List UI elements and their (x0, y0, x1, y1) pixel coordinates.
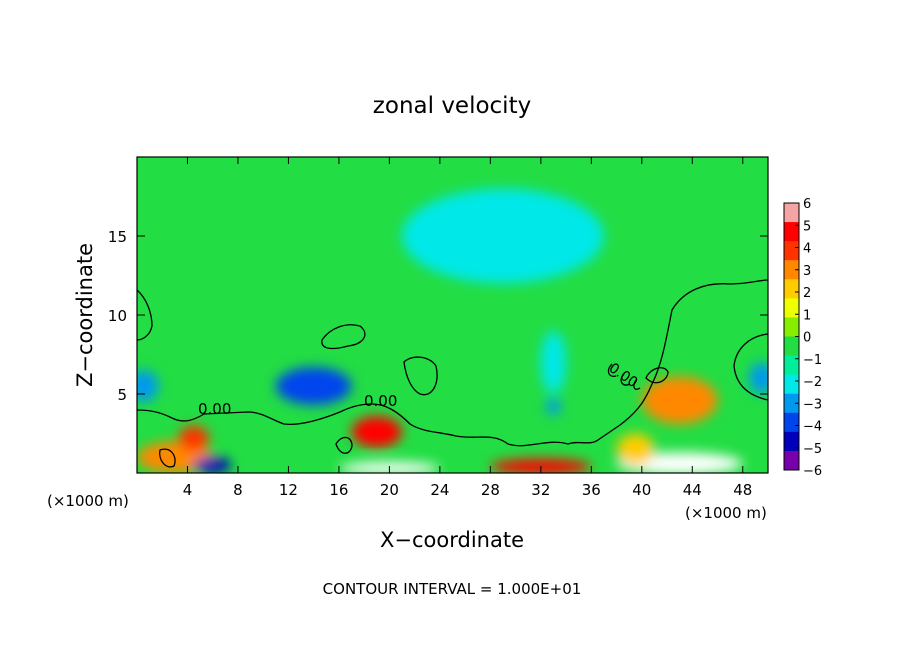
x-axis-label: X−coordinate (380, 528, 524, 552)
y-tick-label-5: 5 (117, 386, 127, 404)
contour-loop-3 (645, 367, 669, 384)
zero-contours (137, 279, 768, 468)
field-feature-6 (641, 376, 718, 425)
field-feature-8 (749, 362, 768, 394)
colorbar-label-11: −5 (803, 442, 822, 457)
field-feature-14 (616, 433, 655, 466)
colorbar-swatch-6 (784, 317, 799, 337)
x-tick-label-12: 12 (279, 481, 298, 499)
colorbar-label-12: −6 (803, 464, 822, 479)
x-unit-label-right: (×1000 m) (685, 504, 767, 522)
velocity-field (137, 188, 768, 473)
x-tick-label-44: 44 (683, 481, 702, 499)
field-feature-9 (402, 188, 604, 284)
colorbar-label-6: 0 (803, 331, 811, 346)
colorbar-swatch-3 (784, 260, 799, 280)
x-axis-ticks: 4 8 12 16 20 24 28 32 36 40 44 48 (183, 157, 752, 499)
x-tick-label-16: 16 (329, 481, 348, 499)
colorbar-swatch-9 (784, 374, 799, 395)
contour-bottom-mid (335, 436, 353, 454)
colorbar-swatch-4 (784, 279, 799, 299)
colorbar-label-5: 1 (803, 308, 811, 323)
field-feature-13 (193, 457, 232, 473)
colorbar-swatch-7 (784, 336, 799, 357)
contour-dots (607, 363, 641, 390)
x-tick-label-4: 4 (183, 481, 193, 499)
y-tick-label-15: 15 (108, 228, 127, 246)
x-tick-label-40: 40 (632, 481, 651, 499)
x-tick-label-28: 28 (481, 481, 500, 499)
y-tick-label-10: 10 (108, 307, 127, 325)
x-tick-label-8: 8 (233, 481, 243, 499)
colorbar-swatch-2 (784, 241, 799, 261)
field-feature-7 (137, 370, 159, 402)
colorbar-label-10: −4 (803, 420, 822, 435)
plot-area: 0.00 0.00 0.00 4 8 12 16 20 24 28 32 36 40 44 48 51… (108, 156, 769, 499)
colorbar-label-4: 2 (803, 286, 811, 301)
field-feature-2 (275, 367, 352, 406)
colorbar-swatch-0 (784, 203, 799, 223)
contour-bottom-left (159, 448, 176, 468)
contour-label-1: 0.00 (198, 400, 231, 418)
colorbar-label-3: 3 (803, 264, 811, 279)
colorbar-swatch-8 (784, 355, 799, 376)
colorbar-label-8: −2 (803, 375, 822, 390)
colorbar-label-7: −1 (803, 353, 822, 368)
colorbar-label-0: 6 (803, 197, 811, 212)
chart-title: zonal velocity (373, 93, 531, 119)
colorbar-swatch-13 (784, 450, 799, 471)
field-feature-10 (490, 458, 592, 473)
colorbar-swatch-12 (784, 431, 799, 452)
y-axis-ticks: 5 10 15 (108, 228, 768, 404)
contour-loop-1 (321, 324, 366, 350)
field-feature-3 (351, 416, 403, 448)
y-axis-label: Z−coordinate (73, 243, 97, 387)
field-feature-4 (540, 330, 567, 394)
colorbar-swatch-10 (784, 393, 799, 414)
field-feature-1 (178, 425, 209, 451)
contour-line-lower (137, 279, 768, 447)
contour-loop-2 (403, 356, 438, 396)
field-feature-5 (545, 398, 562, 415)
x-tick-label-36: 36 (582, 481, 601, 499)
contour-line-right (733, 333, 768, 401)
colorbar: 6 5 4 3 2 1 0 −1 −2 −3 −4 −5 −6 (783, 197, 822, 479)
colorbar-swatch-5 (784, 298, 799, 318)
colorbar-swatch-11 (784, 412, 799, 433)
x-tick-label-48: 48 (733, 481, 752, 499)
x-tick-label-32: 32 (531, 481, 550, 499)
colorbar-label-9: −3 (803, 397, 822, 412)
x-tick-label-24: 24 (430, 481, 449, 499)
x-unit-label-left: (×1000 m) (47, 492, 129, 510)
x-tick-label-20: 20 (380, 481, 399, 499)
contour-interval-note: CONTOUR INTERVAL = 1.000E+01 (323, 580, 582, 598)
colorbar-label-2: 4 (803, 242, 811, 257)
colorbar-swatch-1 (784, 222, 799, 242)
contour-label-2: 0.00 (364, 392, 397, 410)
colorbar-label-1: 5 (803, 219, 811, 234)
contour-line-left (137, 289, 153, 341)
